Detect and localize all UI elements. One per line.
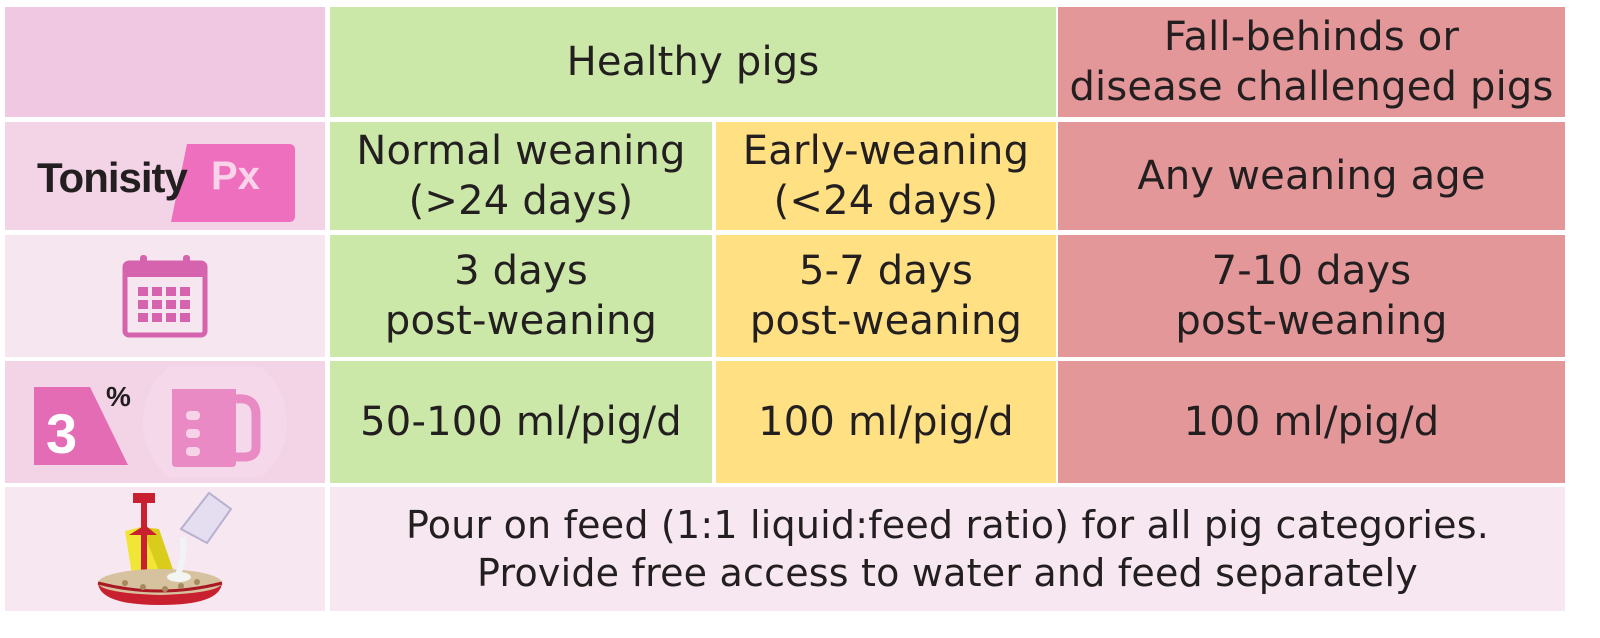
logo-product-text: Px — [211, 154, 260, 198]
dosage-early-cell: 100 ml/pig/d — [716, 361, 1056, 483]
feeder-cell — [5, 487, 325, 611]
feeder-icon — [97, 491, 233, 605]
percent-badge-number: 3 — [46, 402, 78, 465]
tonisity-px-logo: Tonisity Px — [33, 130, 297, 222]
weaning-any-cell: Any weaning age — [1058, 122, 1565, 230]
logo-shape-icon — [171, 144, 295, 222]
dosage-normal-cell: 50-100 ml/pig/d — [330, 361, 712, 483]
dosage-any-label: 100 ml/pig/d — [1183, 399, 1440, 445]
footer-instructions-cell: Pour on feed (1:1 liquid:feed ratio) for… — [330, 487, 1565, 611]
dosage-graphics-icon — [34, 367, 287, 477]
logo-cell: Tonisity Px — [5, 122, 325, 230]
logo-brand-text: Tonisity — [37, 154, 188, 201]
dosage-icon-cell: 3 % — [5, 361, 325, 483]
footer-instructions-text: Pour on feed (1:1 liquid:feed ratio) for… — [405, 503, 1489, 595]
dosage-any-cell: 100 ml/pig/d — [1058, 361, 1565, 483]
weaning-normal-label: Normal weaning (>24 days) — [356, 128, 686, 224]
weaning-any-label: Any weaning age — [1137, 153, 1486, 199]
duration-normal-cell: 3 days post-weaning — [330, 235, 712, 357]
measuring-jug-icon — [172, 389, 261, 467]
dosage-early-label: 100 ml/pig/d — [758, 399, 1014, 445]
dosage-icons: 3 % — [30, 367, 300, 477]
duration-any-label: 7-10 days post-weaning — [1175, 248, 1448, 344]
header-challenged-pigs: Fall-behinds or disease challenged pigs — [1058, 7, 1565, 117]
dosage-normal-label: 50-100 ml/pig/d — [360, 399, 682, 445]
duration-normal-label: 3 days post-weaning — [384, 248, 658, 344]
calendar-cell — [5, 235, 325, 357]
duration-early-cell: 5-7 days post-weaning — [716, 235, 1056, 357]
weaning-normal-cell: Normal weaning (>24 days) — [330, 122, 712, 230]
duration-any-cell: 7-10 days post-weaning — [1058, 235, 1565, 357]
duration-early-label: 5-7 days post-weaning — [749, 248, 1023, 344]
calendar-icon — [122, 255, 208, 338]
header-healthy-pigs: Healthy pigs — [330, 7, 1056, 117]
percent-sign: % — [106, 381, 131, 412]
header-empty-cell — [5, 7, 325, 117]
weaning-early-cell: Early-weaning (<24 days) — [716, 122, 1056, 230]
weaning-early-label: Early-weaning (<24 days) — [742, 128, 1030, 224]
header-challenged-label: Fall-behinds or disease challenged pigs — [1069, 14, 1554, 110]
header-healthy-label: Healthy pigs — [566, 39, 820, 85]
